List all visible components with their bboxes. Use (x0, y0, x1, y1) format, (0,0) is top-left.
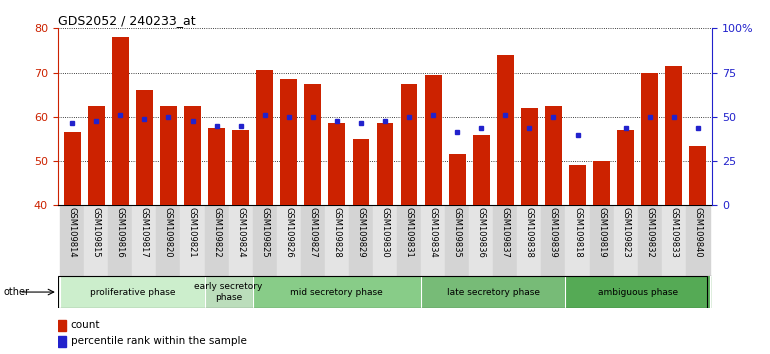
Bar (377, 124, 393, 205)
Bar (593, 161, 610, 205)
Bar (521, 108, 537, 205)
Text: early secretory
phase: early secretory phase (194, 282, 263, 302)
Text: GSM109834: GSM109834 (429, 207, 437, 257)
Bar (614, 205, 638, 276)
Text: GSM109826: GSM109826 (284, 207, 293, 257)
Bar (469, 205, 494, 276)
Text: percentile rank within the sample: percentile rank within the sample (71, 336, 246, 346)
Text: GSM109827: GSM109827 (308, 207, 317, 257)
Bar (661, 205, 686, 276)
Bar (329, 124, 345, 205)
Bar (641, 73, 658, 205)
Bar (497, 55, 514, 205)
Text: GSM109814: GSM109814 (68, 207, 77, 257)
Bar (136, 90, 152, 205)
Text: GSM109821: GSM109821 (188, 207, 197, 257)
Bar (349, 205, 373, 276)
Bar (256, 70, 273, 205)
Bar (64, 132, 81, 205)
Bar (353, 139, 370, 205)
Bar (373, 205, 397, 276)
Bar (276, 205, 301, 276)
Bar (112, 37, 129, 205)
Text: GSM109836: GSM109836 (477, 207, 486, 258)
Bar (301, 205, 325, 276)
Bar (421, 276, 565, 308)
Bar (160, 106, 177, 205)
Bar (689, 145, 706, 205)
Text: GDS2052 / 240233_at: GDS2052 / 240233_at (58, 14, 196, 27)
Bar (545, 106, 562, 205)
Text: GSM109825: GSM109825 (260, 207, 269, 257)
Text: count: count (71, 320, 100, 330)
Bar (565, 205, 590, 276)
Text: GSM109818: GSM109818 (573, 207, 582, 257)
Text: GSM109833: GSM109833 (669, 207, 678, 258)
Bar (665, 66, 682, 205)
Bar (325, 205, 349, 276)
Text: GSM109832: GSM109832 (645, 207, 654, 257)
Text: GSM109823: GSM109823 (621, 207, 630, 257)
Text: GSM109838: GSM109838 (525, 207, 534, 258)
Bar (253, 205, 276, 276)
Text: GSM109822: GSM109822 (212, 207, 221, 257)
Bar (618, 130, 634, 205)
Bar (184, 106, 201, 205)
Text: GSM109816: GSM109816 (116, 207, 125, 257)
Text: GSM109828: GSM109828 (333, 207, 341, 257)
Bar (205, 205, 229, 276)
Bar (473, 135, 490, 205)
Text: GSM109815: GSM109815 (92, 207, 101, 257)
Bar (590, 205, 614, 276)
Bar (156, 205, 180, 276)
Bar (397, 205, 421, 276)
Bar (304, 84, 321, 205)
Bar (445, 205, 469, 276)
Bar (58, 320, 66, 331)
Bar (425, 75, 441, 205)
Bar (449, 154, 466, 205)
Bar (229, 205, 253, 276)
Text: GSM109837: GSM109837 (500, 207, 510, 258)
Text: GSM109831: GSM109831 (404, 207, 413, 257)
Bar (638, 205, 661, 276)
Text: GSM109840: GSM109840 (693, 207, 702, 257)
Text: mid secretory phase: mid secretory phase (290, 287, 383, 297)
Bar (132, 205, 156, 276)
Bar (686, 205, 710, 276)
Text: GSM109830: GSM109830 (380, 207, 390, 257)
Bar (60, 205, 84, 276)
Text: GSM109820: GSM109820 (164, 207, 173, 257)
Text: GSM109817: GSM109817 (140, 207, 149, 257)
Bar (205, 276, 253, 308)
Text: GSM109824: GSM109824 (236, 207, 245, 257)
Bar (60, 276, 205, 308)
Text: proliferative phase: proliferative phase (89, 287, 175, 297)
Text: ambiguous phase: ambiguous phase (598, 287, 678, 297)
Text: other: other (4, 287, 30, 297)
Bar (84, 205, 109, 276)
Text: GSM109819: GSM109819 (597, 207, 606, 257)
Bar (180, 205, 205, 276)
Bar (109, 205, 132, 276)
Bar (494, 205, 517, 276)
Bar (208, 128, 225, 205)
Text: late secretory phase: late secretory phase (447, 287, 540, 297)
Bar (400, 84, 417, 205)
Bar (253, 276, 421, 308)
Text: GSM109839: GSM109839 (549, 207, 558, 257)
Bar (421, 205, 445, 276)
Bar (565, 276, 710, 308)
Bar (58, 336, 66, 347)
Text: GSM109829: GSM109829 (357, 207, 366, 257)
Bar (280, 79, 297, 205)
Bar (517, 205, 541, 276)
Bar (233, 130, 249, 205)
Bar (569, 166, 586, 205)
Text: GSM109835: GSM109835 (453, 207, 462, 257)
Bar (541, 205, 565, 276)
Bar (88, 106, 105, 205)
